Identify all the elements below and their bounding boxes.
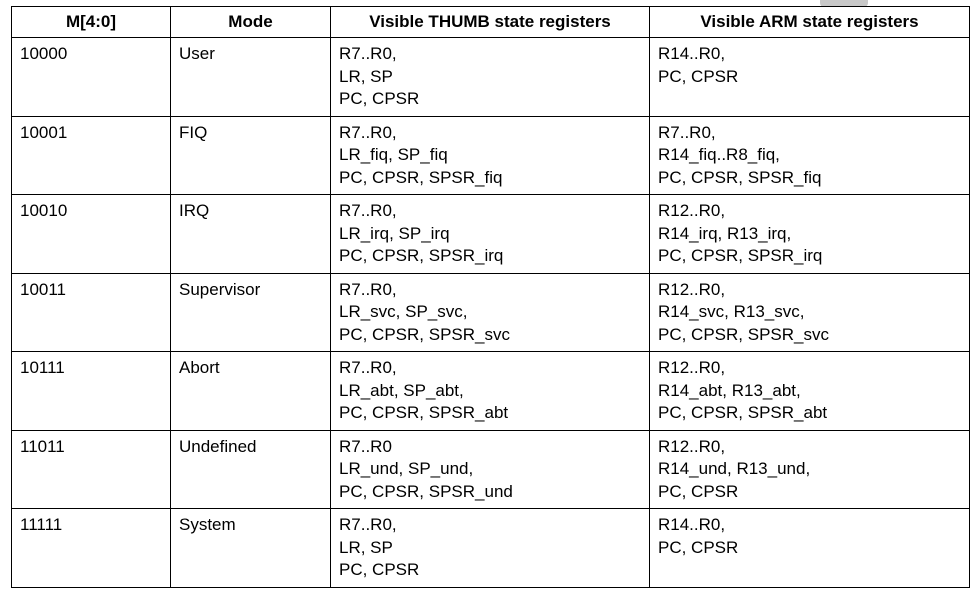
mode-bits-cell: 10011	[11, 272, 171, 352]
mode-cell: System	[170, 508, 331, 588]
mode-bits-value: 10000	[20, 44, 68, 63]
arm-register-line: R12..R0,	[658, 436, 726, 456]
arm-register-line: PC, CPSR	[658, 537, 739, 557]
mode-name: System	[179, 515, 236, 534]
arm-register-line: R12..R0,	[658, 279, 726, 299]
arm-register-line: PC, CPSR	[658, 481, 739, 501]
table-row: 11111 System R7..R0, LR, SP PC, CPSR R14..…	[11, 508, 970, 588]
header-mode: Mode	[170, 6, 331, 38]
header-mode-bits: M[4:0]	[11, 6, 171, 38]
arm-registers-cell: R12..R0, R14_irq, R13_irq, PC, CPSR, SPSR_…	[649, 194, 970, 274]
mode-cell: Supervisor	[170, 272, 331, 352]
thumb-register-line: LR, SP	[339, 537, 393, 557]
thumb-register-line: R7..R0,	[339, 44, 397, 63]
arm-register-line: R14..R0,	[658, 515, 726, 534]
thumb-register-line: R7..R0,	[339, 201, 397, 220]
arm-register-line: PC, CPSR	[658, 66, 739, 86]
mode-bits-cell: 10001	[11, 115, 171, 195]
mode-name: Supervisor	[179, 279, 261, 299]
table-row: 10111 Abort R7..R0, LR_abt, SP_abt, PC, CP…	[11, 351, 970, 431]
mode-bits-value: 10011	[20, 279, 67, 299]
mode-name: Abort	[179, 358, 220, 377]
arm-register-line: R14_abt, R13_abt,	[658, 380, 801, 400]
thumb-register-line: PC, CPSR	[339, 560, 420, 579]
thumb-register-line: R7..R0,	[339, 358, 397, 377]
mode-bits-value: 10010	[20, 201, 68, 220]
table-row: 10001 FIQ R7..R0, LR_fiq, SP_fiq PC, CPSR,…	[11, 115, 970, 195]
mode-bits-cell: 11011	[11, 429, 171, 509]
thumb-registers-cell: R7..R0, LR_svc, SP_svc, PC, CPSR, SPSR_svc	[330, 272, 650, 352]
thumb-register-line: R7..R0	[339, 436, 392, 456]
arm-register-line: PC, CPSR, SPSR_abt	[658, 403, 828, 422]
thumb-register-line: PC, CPSR, SPSR_irq	[339, 246, 504, 265]
thumb-registers-cell: R7..R0, LR, SP PC, CPSR	[330, 508, 650, 588]
thumb-register-line: LR, SP	[339, 66, 393, 86]
thumb-registers-cell: R7..R0, LR_irq, SP_irq PC, CPSR, SPSR_irq	[330, 194, 650, 274]
arm-register-line: R14_irq, R13_irq,	[658, 223, 792, 243]
mode-bits-value: 11011	[20, 436, 65, 456]
table-row: 10010 IRQ R7..R0, LR_irq, SP_irq PC, CPSR,…	[11, 194, 970, 274]
table-header-row: M[4:0] Mode Visible THUMB state register…	[11, 6, 970, 38]
arm-register-line: PC, CPSR, SPSR_irq	[658, 246, 823, 265]
table-row: 11011 Undefined R7..R0 LR_und, SP_und, PC,…	[11, 429, 970, 509]
header-arm-registers: Visible ARM state registers	[649, 6, 970, 38]
mode-name: Undefined	[179, 436, 257, 456]
mode-name: FIQ	[179, 122, 208, 142]
thumb-register-line: LR_svc, SP_svc,	[339, 302, 468, 321]
mode-cell: IRQ	[170, 194, 331, 274]
arm-register-line: R14_svc, R13_svc,	[658, 302, 805, 321]
arm-registers-cell: R14..R0, PC, CPSR	[649, 37, 970, 117]
mode-bits-value: 10001	[20, 122, 68, 142]
arm-registers-cell: R12..R0, R14_abt, R13_abt, PC, CPSR, SPSR_…	[649, 351, 970, 431]
mode-name: User	[179, 44, 215, 63]
mode-bits-cell: 10000	[11, 37, 171, 117]
thumb-registers-cell: R7..R0, LR, SP PC, CPSR	[330, 37, 650, 117]
arm-registers-cell: R12..R0, R14_und, R13_und, PC, CPSR	[649, 429, 970, 509]
thumb-register-line: PC, CPSR, SPSR_und	[339, 481, 513, 501]
arm-register-line: PC, CPSR, SPSR_fiq	[658, 167, 822, 187]
thumb-register-line: R7..R0,	[339, 279, 397, 299]
thumb-register-line: PC, CPSR	[339, 89, 420, 108]
table-row: 10000 User R7..R0, LR, SP PC, CPSR R14..R0…	[11, 37, 970, 117]
thumb-register-line: R7..R0,	[339, 122, 397, 142]
mode-bits-value: 10111	[20, 358, 65, 377]
arm-registers-cell: R12..R0, R14_svc, R13_svc, PC, CPSR, SPSR_…	[649, 272, 970, 352]
arm-register-line: PC, CPSR, SPSR_svc	[658, 324, 829, 344]
mode-bits-cell: 11111	[11, 508, 171, 588]
thumb-registers-cell: R7..R0, LR_abt, SP_abt, PC, CPSR, SPSR_abt	[330, 351, 650, 431]
thumb-register-line: LR_und, SP_und,	[339, 459, 474, 478]
mode-bits-cell: 10010	[11, 194, 171, 274]
mode-cell: Abort	[170, 351, 331, 431]
thumb-register-line: LR_abt, SP_abt,	[339, 380, 464, 400]
mode-cell: FIQ	[170, 115, 331, 195]
thumb-register-line: PC, CPSR, SPSR_fiq	[339, 167, 503, 187]
arm-register-line: R12..R0,	[658, 201, 726, 220]
mode-name: IRQ	[179, 201, 210, 220]
mode-cell: Undefined	[170, 429, 331, 509]
table-row: 10011 Supervisor R7..R0, LR_svc, SP_svc, P…	[11, 272, 970, 352]
thumb-register-line: PC, CPSR, SPSR_abt	[339, 403, 509, 422]
thumb-registers-cell: R7..R0 LR_und, SP_und, PC, CPSR, SPSR_und	[330, 429, 650, 509]
mode-cell: User	[170, 37, 331, 117]
thumb-register-line: R7..R0,	[339, 515, 397, 534]
mode-bits-value: 11111	[20, 515, 63, 534]
arm-register-line: R14..R0,	[658, 44, 726, 63]
arm-registers-cell: R7..R0, R14_fiq..R8_fiq, PC, CPSR, SPSR_fi…	[649, 115, 970, 195]
thumb-register-line: PC, CPSR, SPSR_svc	[339, 324, 510, 344]
arm-register-line: R12..R0,	[658, 358, 726, 377]
thumb-register-line: LR_irq, SP_irq	[339, 223, 450, 243]
thumb-registers-cell: R7..R0, LR_fiq, SP_fiq PC, CPSR, SPSR_fiq	[330, 115, 650, 195]
arm-registers-cell: R14..R0, PC, CPSR	[649, 508, 970, 588]
header-thumb-registers: Visible THUMB state registers	[330, 6, 650, 38]
window-tab-edge	[820, 0, 868, 7]
arm-register-line: R14_und, R13_und,	[658, 459, 811, 478]
arm-register-line: R14_fiq..R8_fiq,	[658, 145, 780, 164]
arm-register-line: R7..R0,	[658, 122, 716, 142]
thumb-register-line: LR_fiq, SP_fiq	[339, 145, 448, 164]
mode-bits-cell: 10111	[11, 351, 171, 431]
mode-register-table: M[4:0] Mode Visible THUMB state register…	[11, 6, 970, 588]
